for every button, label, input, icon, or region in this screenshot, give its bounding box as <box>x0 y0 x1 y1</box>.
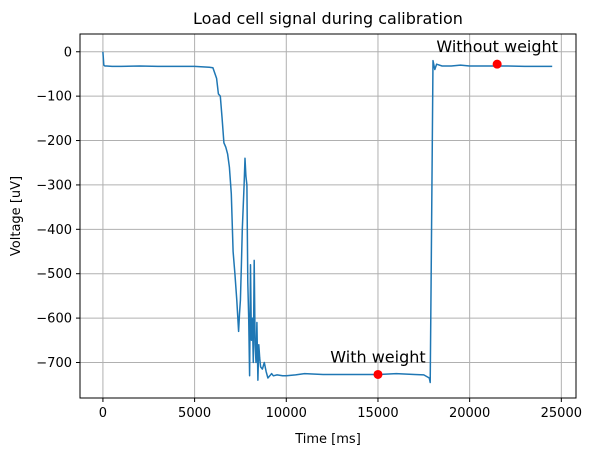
y-axis-label: Voltage [uV] <box>9 176 24 256</box>
ticks: 0 5000 10000 15000 20000 25000 0 −100 −200 −300 −4… <box>36 45 582 421</box>
annotation-label: Without weight <box>436 37 558 56</box>
signal-line <box>102 51 553 384</box>
grid <box>80 34 576 398</box>
x-tick-label: 15000 <box>357 406 398 421</box>
plot-frame <box>79 33 577 399</box>
x-tick-label: 5000 <box>178 406 211 421</box>
annotations: With weight Without weight <box>330 37 558 366</box>
x-tick-label: 20000 <box>449 406 490 421</box>
annotation-marker <box>373 369 383 379</box>
y-tick-label: −300 <box>36 178 72 193</box>
x-tick-label: 10000 <box>266 406 307 421</box>
x-tick-label: 0 <box>99 406 107 421</box>
y-tick-label: −600 <box>36 312 72 327</box>
markers <box>373 59 502 379</box>
x-axis-label: Time [ms] <box>294 432 361 447</box>
y-tick-label: −700 <box>36 356 72 371</box>
y-tick-label: −400 <box>36 223 72 238</box>
annotation-marker <box>492 59 502 69</box>
annotation-label: With weight <box>330 347 425 366</box>
y-tick-label: −100 <box>36 90 72 105</box>
y-tick-label: −200 <box>36 134 72 149</box>
y-tick-label: 0 <box>64 45 72 60</box>
chart-title: Load cell signal during calibration <box>193 9 463 28</box>
line-series <box>102 51 553 384</box>
y-tick-label: −500 <box>36 267 72 282</box>
x-tick-label: 25000 <box>541 406 582 421</box>
